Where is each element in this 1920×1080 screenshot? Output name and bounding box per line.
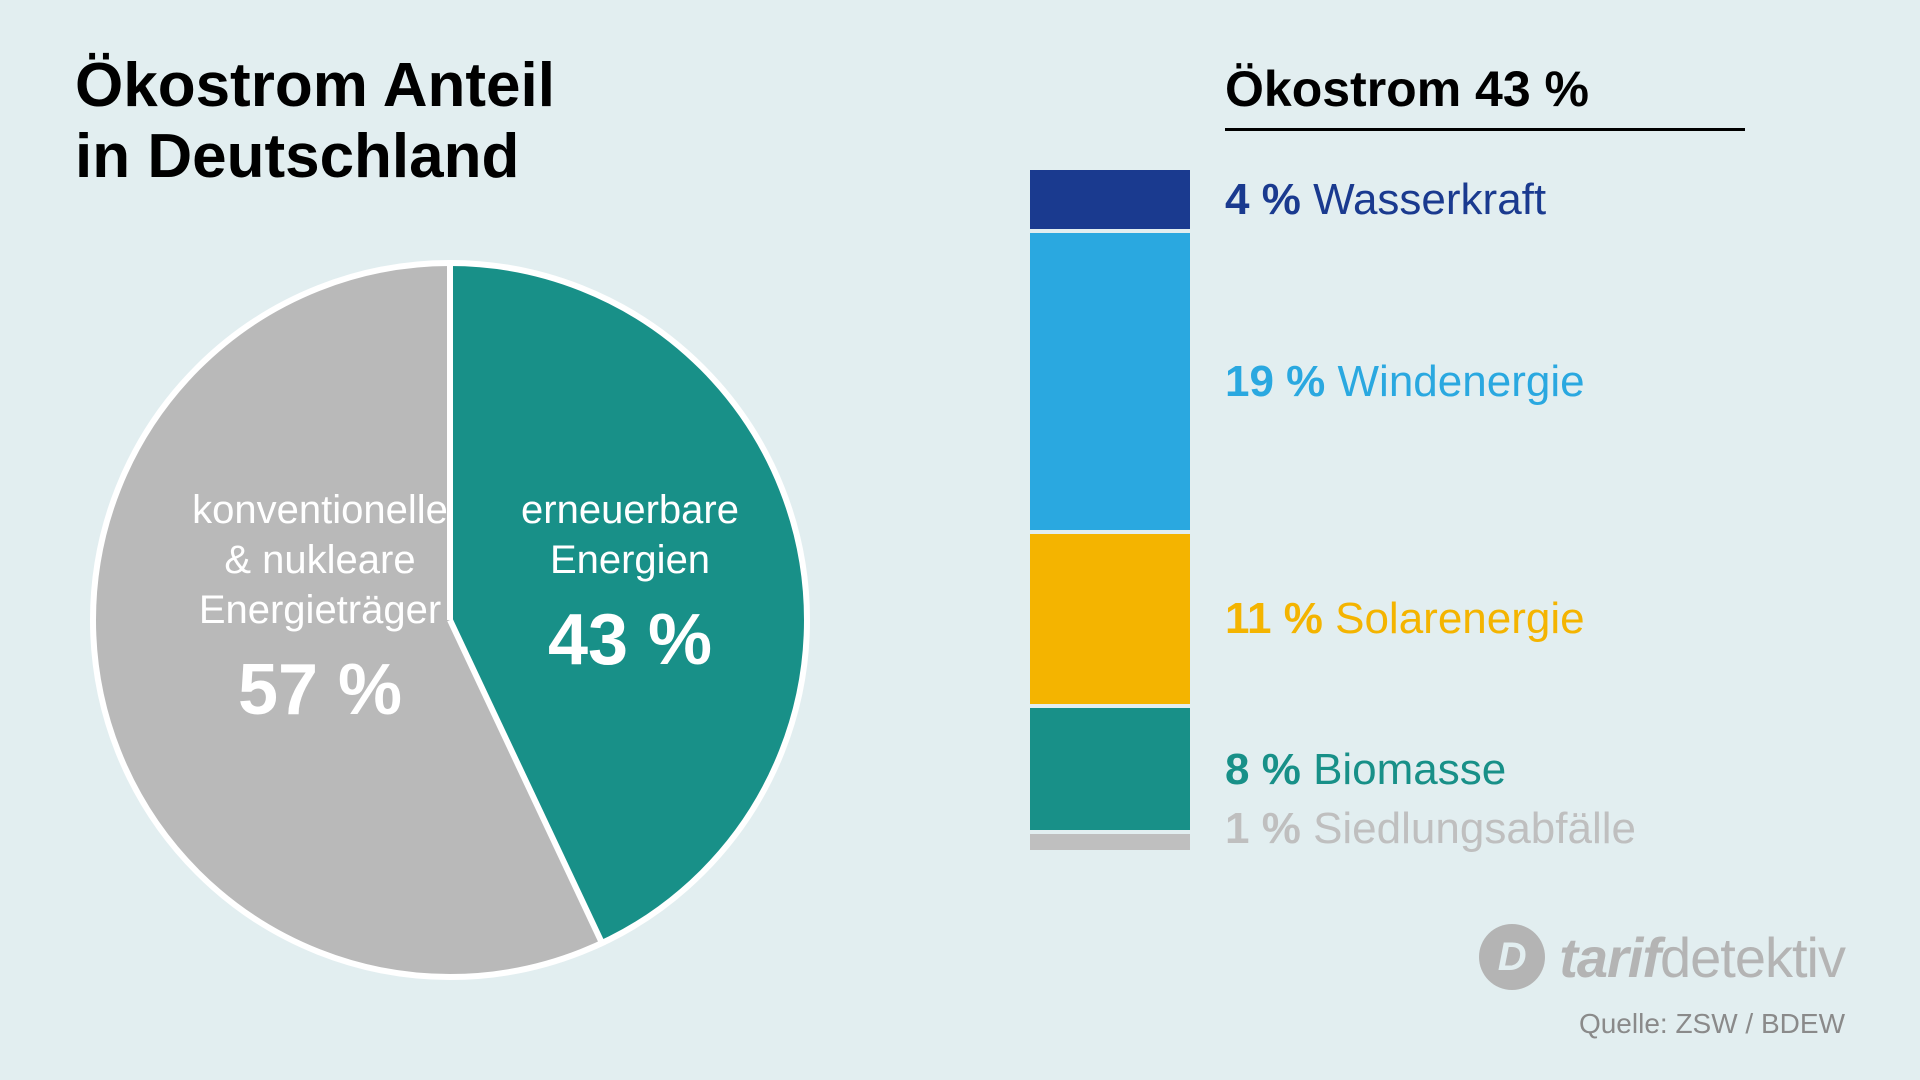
- breakdown-pct: 11 %: [1225, 594, 1323, 643]
- page-title: Ökostrom Anteil in Deutschland: [75, 50, 555, 193]
- breakdown-title: Ökostrom 43 %: [1225, 60, 1745, 131]
- stack-segment: [1030, 170, 1190, 233]
- brand-logo: D tarifdetektiv: [1479, 924, 1845, 990]
- breakdown-label: 4 % Wasserkraft: [1225, 175, 1546, 225]
- stack-segment: [1030, 233, 1190, 533]
- stack-segment: [1030, 834, 1190, 850]
- source-text: Quelle: ZSW / BDEW: [1579, 1008, 1845, 1040]
- pie-label-conventional: konventionelle& nukleareEnergieträger 57…: [150, 485, 490, 735]
- breakdown-name: Windenergie: [1338, 357, 1585, 406]
- title-line-2: in Deutschland: [75, 121, 555, 192]
- title-line-1: Ökostrom Anteil: [75, 50, 555, 121]
- breakdown-label: 1 % Siedlungsabfälle: [1225, 804, 1636, 854]
- breakdown-pct: 1 %: [1225, 804, 1301, 853]
- stack-segment: [1030, 534, 1190, 708]
- stacked-bar: [1030, 170, 1190, 850]
- breakdown-name: Biomasse: [1313, 745, 1506, 794]
- pie-chart: konventionelle& nukleareEnergieträger 57…: [90, 260, 810, 980]
- breakdown-label: 19 % Windenergie: [1225, 357, 1585, 407]
- breakdown-pct: 4 %: [1225, 175, 1301, 224]
- brand-badge-icon: D: [1479, 924, 1545, 990]
- stack-segment: [1030, 708, 1190, 835]
- breakdown-label: 11 % Solarenergie: [1225, 594, 1585, 644]
- pie-label-renewable: erneuerbareEnergien 43 %: [490, 485, 770, 685]
- breakdown-name: Wasserkraft: [1313, 175, 1546, 224]
- breakdown-pct: 19 %: [1225, 357, 1325, 406]
- brand-wordmark: tarifdetektiv: [1559, 925, 1845, 990]
- breakdown-label: 8 % Biomasse: [1225, 745, 1506, 795]
- breakdown-name: Siedlungsabfälle: [1313, 804, 1636, 853]
- breakdown-pct: 8 %: [1225, 745, 1301, 794]
- breakdown-labels: 4 % Wasserkraft 19 % Windenergie 11 % Sola…: [1225, 170, 1885, 850]
- breakdown-name: Solarenergie: [1335, 594, 1585, 643]
